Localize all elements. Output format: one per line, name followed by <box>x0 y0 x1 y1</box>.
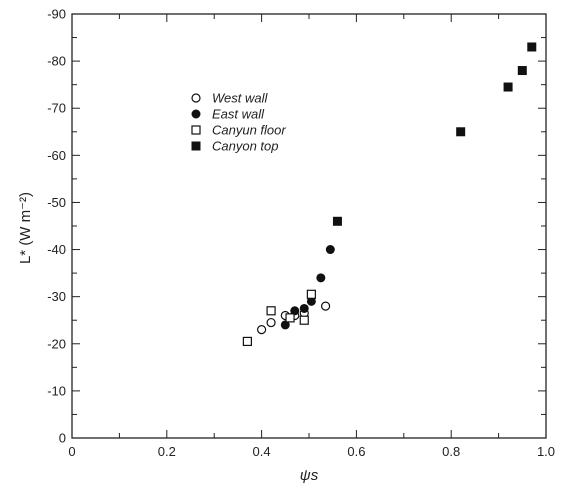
legend-marker <box>191 125 201 135</box>
point-west-wall <box>266 317 276 328</box>
point-canyon-top <box>503 82 513 92</box>
legend-label: Canyon top <box>212 139 279 154</box>
y-tick-label: -30 <box>47 289 66 304</box>
point-east-wall <box>299 303 309 313</box>
y-tick-label: -70 <box>47 101 66 116</box>
point-east-wall <box>280 320 290 330</box>
x-tick-label: 0.4 <box>253 444 271 459</box>
y-tick-label: -90 <box>47 7 66 22</box>
point-canyun-floor <box>242 336 252 347</box>
x-tick-label: 0.2 <box>158 444 176 459</box>
x-tick-label: 0.8 <box>442 444 460 459</box>
x-tick-label: 0.6 <box>347 444 365 459</box>
legend-label: West wall <box>212 91 268 106</box>
legend-marker <box>191 141 201 151</box>
point-canyon-top <box>456 127 466 137</box>
y-tick-label: -80 <box>47 54 66 69</box>
legend-marker <box>191 109 201 119</box>
legend-label: Canyun floor <box>212 123 286 138</box>
y-tick-label: -60 <box>47 148 66 163</box>
x-tick-label: 1.0 <box>537 444 555 459</box>
legend-label: East wall <box>212 107 265 122</box>
point-canyun-floor <box>266 306 276 316</box>
y-axis-title: L* (W m⁻²) <box>17 192 34 264</box>
point-west-wall <box>257 325 267 335</box>
y-tick-label: -10 <box>47 383 66 398</box>
x-tick-label: 0 <box>68 444 75 459</box>
point-canyun-floor <box>285 313 295 323</box>
point-canyon-top <box>527 42 537 52</box>
y-tick-label: 0 <box>59 431 66 446</box>
plot-border <box>71 13 547 439</box>
point-canyon-top <box>332 216 342 226</box>
point-east-wall <box>325 245 335 255</box>
legend-marker <box>191 93 201 103</box>
x-axis-title: ψs <box>300 467 319 484</box>
point-canyun-floor <box>306 289 316 299</box>
y-tick-label: -40 <box>47 242 66 257</box>
point-east-wall <box>290 306 300 316</box>
point-canyon-top <box>517 66 527 76</box>
point-canyun-floor <box>299 315 309 325</box>
point-east-wall <box>316 273 326 283</box>
y-tick-label: -50 <box>47 195 66 210</box>
y-tick-label: -20 <box>47 336 66 351</box>
point-west-wall <box>320 301 331 311</box>
